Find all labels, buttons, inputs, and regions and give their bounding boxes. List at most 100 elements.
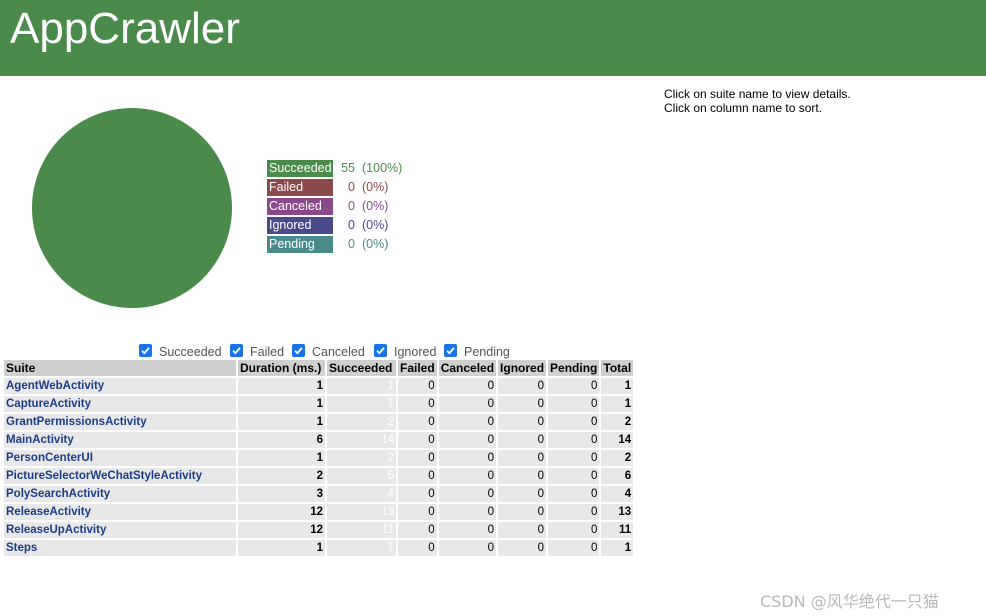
column-header-pending[interactable]: Pending	[548, 360, 600, 376]
cell-duration: 3	[238, 486, 325, 502]
cell-canceled: 0	[438, 450, 497, 466]
suite-name-link[interactable]: PolySearchActivity	[4, 486, 236, 502]
suite-name-link[interactable]: GrantPermissionsActivity	[4, 414, 236, 430]
cell-duration: 12	[238, 522, 325, 538]
cell-duration: 6	[238, 432, 325, 448]
legend-label-ignored: Ignored	[267, 217, 333, 234]
legend-percent-canceled: (0%)	[362, 199, 389, 213]
table-row: MainActivity 6 14 0 0 0 0 14	[4, 432, 634, 448]
suite-name-link[interactable]: CaptureActivity	[4, 396, 236, 412]
cell-failed: 0	[398, 540, 437, 556]
filter-label-pending: Pending	[464, 345, 510, 359]
checkmark-icon	[376, 347, 385, 355]
cell-succeeded: 6	[327, 468, 396, 484]
filter-label-ignored: Ignored	[394, 345, 437, 359]
cell-duration: 12	[238, 504, 325, 520]
suite-name-link[interactable]: MainActivity	[4, 432, 236, 448]
cell-pending: 0	[548, 468, 600, 484]
cell-pending: 0	[548, 540, 600, 556]
checkmark-icon	[232, 347, 241, 355]
filter-checkbox-pending[interactable]	[444, 344, 457, 357]
cell-failed: 0	[398, 414, 437, 430]
cell-pending: 0	[548, 432, 600, 448]
cell-canceled: 0	[438, 540, 497, 556]
suite-name-link[interactable]: Steps	[4, 540, 236, 556]
cell-total: 11	[601, 522, 634, 538]
suite-name-link[interactable]: PersonCenterUI	[4, 450, 236, 466]
column-header-succeeded[interactable]: Succeeded	[327, 360, 396, 376]
table-header-row: Suite Duration (ms.) Succeeded Failed Cancel…	[4, 360, 634, 376]
cell-succeeded: 14	[327, 432, 396, 448]
header-bar: AppCrawler	[0, 0, 986, 76]
table-row: Steps 1 1 0 0 0 0 1	[4, 540, 634, 556]
filter-checkbox-failed[interactable]	[230, 344, 243, 357]
cell-ignored: 0	[498, 504, 547, 520]
cell-duration: 2	[238, 468, 325, 484]
column-header-duration[interactable]: Duration (ms.)	[238, 360, 325, 376]
column-header-total[interactable]: Total	[601, 360, 634, 376]
cell-succeeded: 1	[327, 540, 396, 556]
cell-total: 2	[601, 414, 634, 430]
table-row: ReleaseActivity 12 13 0 0 0 0 13	[4, 504, 634, 520]
cell-canceled: 0	[438, 468, 497, 484]
cell-canceled: 0	[438, 378, 497, 394]
table-row: ReleaseUpActivity 12 11 0 0 0 0 11	[4, 522, 634, 538]
cell-pending: 0	[548, 486, 600, 502]
cell-succeeded: 11	[327, 522, 396, 538]
suite-name-link[interactable]: AgentWebActivity	[4, 378, 236, 394]
legend-row-failed: Failed 0 (0%)	[267, 179, 467, 196]
filter-label-canceled: Canceled	[312, 345, 365, 359]
filter-checkbox-succeeded[interactable]	[139, 344, 152, 357]
legend-count-succeeded: 55	[341, 161, 355, 175]
cell-ignored: 0	[498, 414, 547, 430]
table-row: PictureSelectorWeChatStyleActivity 2 6 0 0 0 0…	[4, 468, 634, 484]
column-header-failed[interactable]: Failed	[398, 360, 437, 376]
legend-label-canceled: Canceled	[267, 198, 333, 215]
cell-failed: 0	[398, 450, 437, 466]
cell-canceled: 0	[438, 432, 497, 448]
legend-label-succeeded: Succeeded	[267, 160, 333, 177]
instructions: Click on suite name to view details. Cli…	[664, 87, 851, 115]
cell-duration: 1	[238, 414, 325, 430]
cell-canceled: 0	[438, 396, 497, 412]
legend-count-ignored: 0	[348, 218, 355, 232]
cell-total: 1	[601, 540, 634, 556]
cell-ignored: 0	[498, 378, 547, 394]
legend-percent-succeeded: (100%)	[362, 161, 403, 175]
cell-failed: 0	[398, 486, 437, 502]
cell-duration: 1	[238, 540, 325, 556]
table-row: CaptureActivity 1 1 0 0 0 0 1	[4, 396, 634, 412]
cell-pending: 0	[548, 450, 600, 466]
cell-canceled: 0	[438, 504, 497, 520]
suite-name-link[interactable]: ReleaseActivity	[4, 504, 236, 520]
instruction-line-sort: Click on column name to sort.	[664, 101, 823, 115]
checkmark-icon	[446, 347, 455, 355]
filter-checkbox-ignored[interactable]	[374, 344, 387, 357]
cell-pending: 0	[548, 378, 600, 394]
filter-checkbox-canceled[interactable]	[292, 344, 305, 357]
cell-total: 2	[601, 450, 634, 466]
cell-succeeded: 2	[327, 450, 396, 466]
cell-succeeded: 13	[327, 504, 396, 520]
cell-total: 1	[601, 378, 634, 394]
filter-label-failed: Failed	[250, 345, 285, 359]
cell-failed: 0	[398, 522, 437, 538]
cell-duration: 1	[238, 396, 325, 412]
cell-failed: 0	[398, 378, 437, 394]
cell-total: 4	[601, 486, 634, 502]
checkmark-icon	[294, 347, 303, 355]
suite-name-link[interactable]: PictureSelectorWeChatStyleActivity	[4, 468, 236, 484]
results-pie-chart	[32, 108, 232, 308]
cell-succeeded: 4	[327, 486, 396, 502]
column-header-ignored[interactable]: Ignored	[498, 360, 547, 376]
filter-label-succeeded: Succeeded	[159, 345, 222, 359]
column-header-suite[interactable]: Suite	[4, 360, 236, 376]
pie-slice-succeeded	[32, 108, 232, 308]
table-row: PolySearchActivity 3 4 0 0 0 0 4	[4, 486, 634, 502]
legend-row-ignored: Ignored 0 (0%)	[267, 217, 467, 234]
cell-ignored: 0	[498, 540, 547, 556]
suite-name-link[interactable]: ReleaseUpActivity	[4, 522, 236, 538]
column-header-canceled[interactable]: Canceled	[438, 360, 497, 376]
cell-total: 14	[601, 432, 634, 448]
cell-total: 1	[601, 396, 634, 412]
